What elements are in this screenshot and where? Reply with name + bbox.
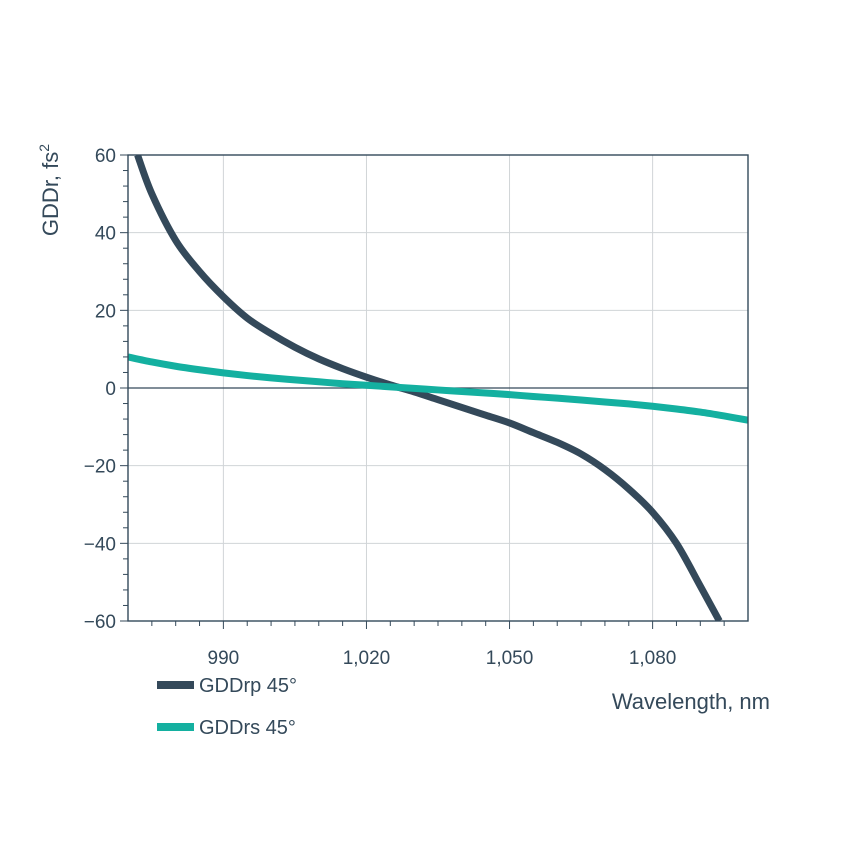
y-tick-label: 60 [95,146,116,167]
series-layer [128,155,748,621]
y-tick-label: −40 [84,534,116,555]
y-axis-label-superscript: 2 [36,144,52,152]
x-tick-label: 1,020 [343,648,391,669]
x-axis-label: Wavelength, nm [612,689,770,714]
y-tick-label: −20 [84,457,116,478]
y-axis-label: GDDr, fs2 [36,144,63,236]
y-tick-label: 20 [95,301,116,322]
legend-item: GDDrp 45° [157,675,297,697]
x-tick-labels: 990 1,020 1,050 1,080 [208,648,677,669]
legend-label: GDDrs 45° [199,717,296,739]
x-tick-label: 990 [208,648,240,669]
x-tick-label: 1,050 [486,648,534,669]
legend-item: GDDrs 45° [157,717,296,739]
y-axis-label-text: GDDr, fs [38,152,63,236]
x-tick-label: 1,080 [629,648,677,669]
y-tick-label: −60 [84,612,116,633]
legend: GDDrp 45° GDDrs 45° [157,675,297,739]
minor-ticks [120,154,725,629]
series-line-1 [134,155,723,621]
y-tick-labels: 60 40 20 0 −20 −40 −60 [84,146,116,633]
y-tick-label: 40 [95,224,116,245]
legend-label: GDDrp 45° [199,675,297,697]
plot-frame [127,154,749,622]
y-tick-label: 0 [105,379,116,400]
series-line-2 [128,353,748,424]
